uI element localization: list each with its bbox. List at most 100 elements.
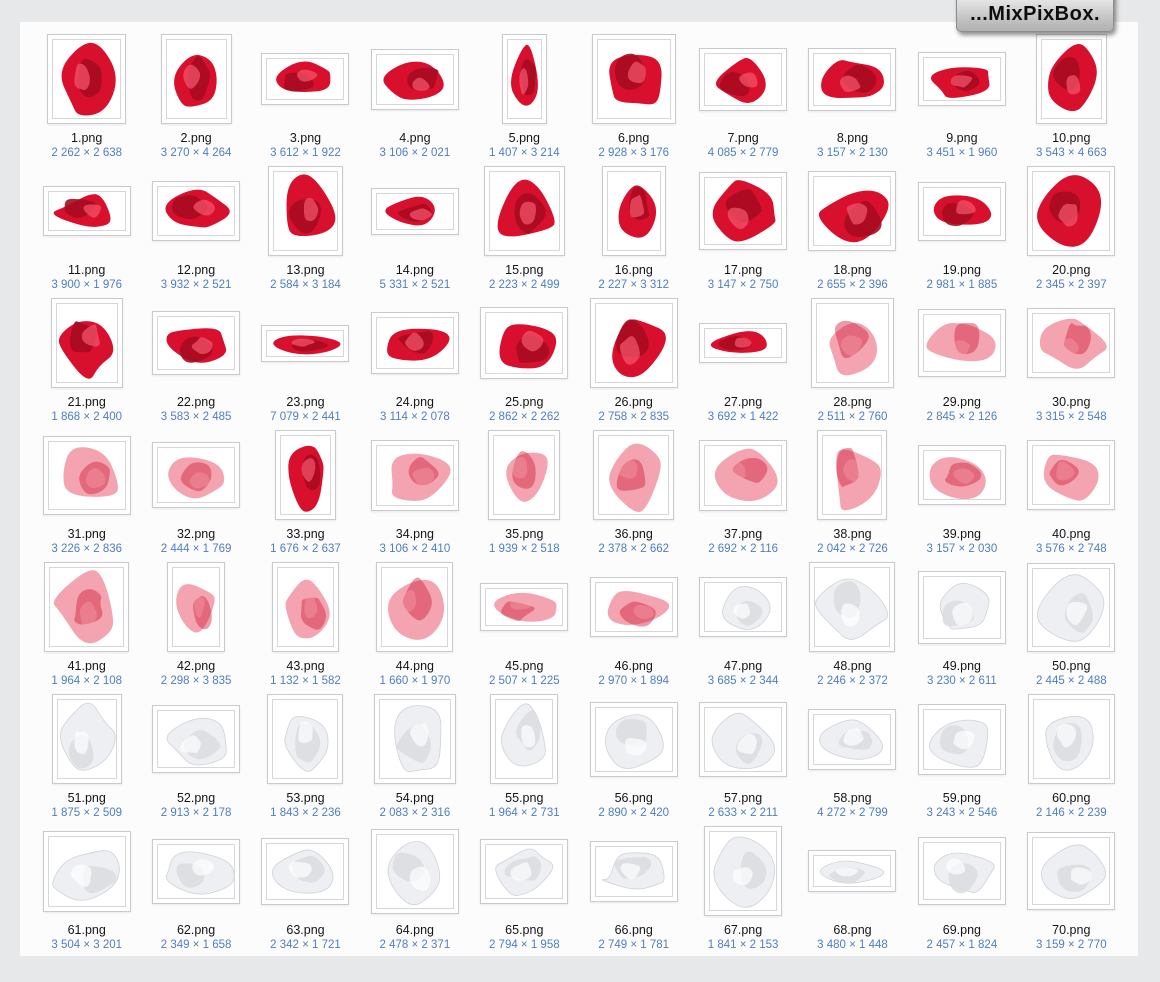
file-item[interactable]: 52.png 2 913 × 2 178 [141, 690, 250, 822]
image-thumbnail[interactable] [370, 48, 459, 110]
image-thumbnail[interactable] [1027, 440, 1116, 510]
image-thumbnail[interactable] [699, 47, 788, 111]
image-thumbnail[interactable] [704, 826, 783, 916]
file-name[interactable]: 66.png [614, 923, 653, 937]
file-item[interactable]: 19.png 2 981 × 1 885 [907, 162, 1016, 294]
file-name[interactable]: 62.png [176, 923, 216, 937]
file-name[interactable]: 14.png [395, 263, 434, 277]
file-item[interactable]: 29.png 2 845 × 2 126 [907, 294, 1016, 426]
image-thumbnail[interactable] [370, 187, 459, 235]
file-name[interactable]: 49.png [942, 659, 981, 673]
file-item[interactable]: 35.png 1 939 × 2 518 [470, 426, 579, 558]
image-thumbnail[interactable] [699, 577, 788, 637]
image-thumbnail[interactable] [152, 705, 241, 773]
file-name[interactable]: 26.png [614, 395, 653, 409]
file-item[interactable]: 21.png 1 868 × 2 400 [32, 294, 141, 426]
file-name[interactable]: 8.png [836, 131, 869, 145]
file-item[interactable]: 70.png 3 159 × 2 770 [1017, 822, 1126, 954]
file-item[interactable]: 43.png 1 132 × 1 582 [251, 558, 360, 690]
image-thumbnail[interactable] [167, 562, 226, 652]
image-thumbnail[interactable] [1035, 34, 1107, 124]
file-item[interactable]: 9.png 3 451 × 1 960 [907, 30, 1016, 162]
file-item[interactable]: 28.png 2 511 × 2 760 [798, 294, 907, 426]
file-name[interactable]: 39.png [942, 527, 981, 541]
file-item[interactable]: 10.png 3 543 × 4 663 [1017, 30, 1126, 162]
file-name[interactable]: 63.png [286, 923, 325, 937]
file-name[interactable]: 50.png [1052, 659, 1091, 673]
file-name[interactable]: 54.png [395, 791, 434, 805]
file-name[interactable]: 6.png [618, 131, 650, 145]
image-thumbnail[interactable] [1027, 562, 1116, 652]
file-name[interactable]: 21.png [67, 395, 106, 409]
image-thumbnail[interactable] [917, 570, 1006, 644]
file-item[interactable]: 15.png 2 223 × 2 499 [470, 162, 579, 294]
file-name[interactable]: 19.png [942, 263, 981, 277]
file-name[interactable]: 41.png [67, 659, 106, 673]
file-name[interactable]: 29.png [942, 395, 981, 409]
image-thumbnail[interactable] [810, 298, 894, 388]
file-name[interactable]: 56.png [614, 791, 653, 805]
file-name[interactable]: 13.png [286, 263, 325, 277]
image-thumbnail[interactable] [152, 181, 241, 241]
file-item[interactable]: 25.png 2 862 × 2 262 [470, 294, 579, 426]
file-item[interactable]: 5.png 1 407 × 3 214 [470, 30, 579, 162]
file-name[interactable]: 23.png [286, 395, 325, 409]
file-item[interactable]: 12.png 3 932 × 2 521 [141, 162, 250, 294]
image-thumbnail[interactable] [50, 298, 123, 388]
file-name[interactable]: 30.png [1052, 395, 1091, 409]
image-thumbnail[interactable] [42, 830, 131, 912]
file-item[interactable]: 32.png 2 444 × 1 769 [141, 426, 250, 558]
image-thumbnail[interactable] [601, 166, 666, 256]
file-name[interactable]: 35.png [505, 527, 544, 541]
file-name[interactable]: 37.png [723, 527, 763, 541]
file-name[interactable]: 69.png [942, 923, 981, 937]
file-item[interactable]: 39.png 3 157 × 2 030 [907, 426, 1016, 558]
file-item[interactable]: 54.png 2 083 × 2 316 [360, 690, 469, 822]
file-item[interactable]: 44.png 1 660 × 1 970 [360, 558, 469, 690]
file-name[interactable]: 5.png [508, 131, 540, 145]
image-thumbnail[interactable] [274, 430, 336, 520]
file-item[interactable]: 6.png 2 928 × 3 176 [579, 30, 688, 162]
file-name[interactable]: 9.png [946, 131, 978, 145]
file-item[interactable]: 22.png 3 583 × 2 485 [141, 294, 250, 426]
image-thumbnail[interactable] [817, 430, 888, 520]
file-name[interactable]: 15.png [505, 263, 544, 277]
file-item[interactable]: 69.png 2 457 × 1 824 [907, 822, 1016, 954]
file-name[interactable]: 36.png [614, 527, 653, 541]
image-thumbnail[interactable] [808, 850, 897, 892]
image-thumbnail[interactable] [480, 583, 569, 631]
file-name[interactable]: 22.png [176, 395, 216, 409]
file-item[interactable]: 48.png 2 246 × 2 372 [798, 558, 907, 690]
image-thumbnail[interactable] [152, 442, 241, 508]
file-item[interactable]: 67.png 1 841 × 2 153 [688, 822, 797, 954]
image-thumbnail[interactable] [370, 439, 459, 511]
file-name[interactable]: 31.png [67, 527, 106, 541]
image-thumbnail[interactable] [483, 166, 565, 256]
file-name[interactable]: 44.png [395, 659, 434, 673]
file-item[interactable]: 53.png 1 843 × 2 236 [251, 690, 360, 822]
file-name[interactable]: 1.png [71, 131, 103, 145]
file-item[interactable]: 68.png 3 480 × 1 448 [798, 822, 907, 954]
file-name[interactable]: 57.png [723, 791, 763, 805]
file-item[interactable]: 7.png 4 085 × 2 779 [688, 30, 797, 162]
file-name[interactable]: 40.png [1052, 527, 1091, 541]
file-item[interactable]: 51.png 1 875 × 2 509 [32, 690, 141, 822]
file-item[interactable]: 64.png 2 478 × 2 371 [360, 822, 469, 954]
file-name[interactable]: 58.png [833, 791, 872, 805]
file-name[interactable]: 28.png [833, 395, 872, 409]
file-name[interactable]: 2.png [180, 131, 212, 145]
file-name[interactable]: 61.png [67, 923, 106, 937]
image-thumbnail[interactable] [917, 445, 1006, 505]
file-item[interactable]: 62.png 2 349 × 1 658 [141, 822, 250, 954]
file-name[interactable]: 11.png [68, 263, 106, 277]
file-item[interactable]: 45.png 2 507 × 1 225 [470, 558, 579, 690]
image-thumbnail[interactable] [917, 52, 1006, 106]
image-thumbnail[interactable] [47, 34, 127, 124]
file-item[interactable]: 3.png 3 612 × 1 922 [251, 30, 360, 162]
file-item[interactable]: 49.png 3 230 × 2 611 [907, 558, 1016, 690]
file-item[interactable]: 24.png 3 114 × 2 078 [360, 294, 469, 426]
image-thumbnail[interactable] [488, 430, 561, 520]
image-thumbnail[interactable] [376, 562, 454, 652]
file-name[interactable]: 18.png [833, 263, 872, 277]
file-name[interactable]: 55.png [505, 791, 544, 805]
